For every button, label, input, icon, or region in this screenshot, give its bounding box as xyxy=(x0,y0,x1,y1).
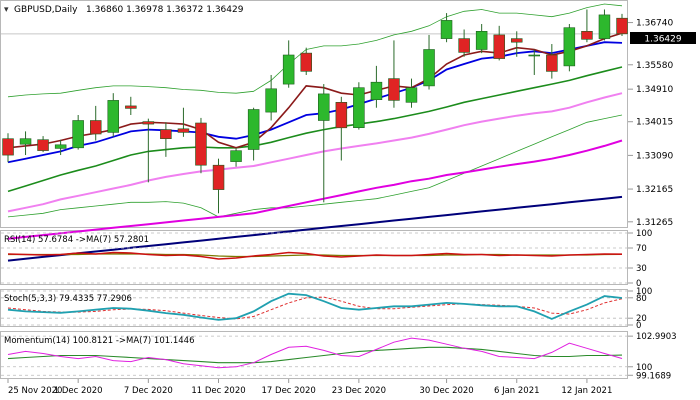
candle-bull xyxy=(317,93,330,121)
price-tick-label: 1.33090 xyxy=(636,151,673,161)
stoch-level-label: 20 xyxy=(636,314,647,324)
price-axis: 1.36740 1.35580 1.34910 1.34015 1.33090 1.321… xyxy=(628,19,673,228)
candle-bull xyxy=(19,138,32,145)
time-tick-label: 6 Jan 2021 xyxy=(494,386,540,396)
candle-bull xyxy=(54,144,67,149)
price-tick-label: 1.31265 xyxy=(636,218,673,228)
rsi-label: RSI(14) 57.6784 ->MA(7) 57.2801 xyxy=(4,235,149,245)
candle-bull xyxy=(440,20,453,39)
rsi-level-label: 30 xyxy=(636,264,647,274)
time-tick-label: 11 Dec 2020 xyxy=(191,386,245,396)
candle-bear xyxy=(195,122,207,166)
bb-upper-line xyxy=(7,3,623,98)
candle-bear xyxy=(125,105,137,109)
time-tick-label: 17 Dec 2020 xyxy=(262,386,316,396)
symbol-icon: ▾ xyxy=(4,5,9,15)
momentum-panel-frame xyxy=(0,331,628,379)
candle-bull xyxy=(72,120,84,149)
candle-bull xyxy=(370,81,383,100)
current-price-tag xyxy=(630,32,696,44)
candle-bull xyxy=(265,88,277,113)
candle-bull xyxy=(563,27,576,67)
time-tick-label: 30 Dec 2020 xyxy=(419,386,473,396)
candle-bear xyxy=(177,128,190,133)
sma-fast-line xyxy=(7,41,623,164)
stoch-label: Stoch(5,3,3) 79.4335 77.2906 xyxy=(4,294,132,304)
time-tick-label: 7 Dec 2020 xyxy=(124,386,173,396)
candle-bull xyxy=(230,150,242,162)
rsi-panel-frame xyxy=(0,230,628,285)
candle-bear xyxy=(37,139,49,151)
price-tick-label: 1.35580 xyxy=(636,61,673,71)
momentum-label: Momentum(14) 100.8121 ->MA(7) 101.1446 xyxy=(4,336,194,346)
momentum-line xyxy=(7,337,623,369)
candle-bear xyxy=(300,52,312,72)
candle-bear xyxy=(2,138,14,156)
candle-bear xyxy=(90,120,102,135)
stoch-level-label: 100 xyxy=(636,287,652,297)
momentum-ma-line xyxy=(7,346,623,364)
time-tick-label: 23 Dec 2020 xyxy=(332,386,386,396)
rsi-level-label: 70 xyxy=(636,244,647,254)
sma-pink-line xyxy=(7,92,623,213)
candle-bull xyxy=(475,30,488,50)
rsi-level-label: 100 xyxy=(636,229,652,239)
time-tick-label: 25 Nov 2020 xyxy=(8,386,62,396)
time-tick-label: 1 Dec 2020 xyxy=(54,386,103,396)
candle-bear xyxy=(335,102,348,129)
sma-green-line xyxy=(7,66,623,193)
ohlc-label: 1.36860 1.36978 1.36372 1.36429 xyxy=(86,5,244,15)
mom-level-label: 99.1689 xyxy=(636,371,671,381)
candle-bear xyxy=(546,54,558,72)
moving-averages xyxy=(7,3,623,262)
mom-level-label: 100 xyxy=(636,363,652,373)
price-tick-label: 1.36740 xyxy=(636,19,673,29)
candle-bear xyxy=(581,30,593,40)
current-price-value: 1.36429 xyxy=(644,35,681,45)
mom-level-label: 102.9903 xyxy=(636,332,677,342)
candle-bear xyxy=(212,164,225,190)
rsi-series: 100 70 30 0 xyxy=(1,229,652,289)
stoch-k-line xyxy=(7,292,623,321)
candle-bull xyxy=(598,14,611,39)
price-tick-label: 1.34015 xyxy=(636,118,673,128)
price-tick-label: 1.34910 xyxy=(636,85,673,95)
time-tick-label: 12 Jan 2021 xyxy=(561,386,612,396)
symbol-label: GBPUSD,Daily xyxy=(14,5,78,15)
candle-bull xyxy=(353,87,365,128)
rsi-level-label: 0 xyxy=(636,279,641,289)
rsi-line xyxy=(7,251,623,260)
candle-bull xyxy=(107,100,120,133)
candle-bear xyxy=(388,78,400,101)
candle-bull xyxy=(247,109,260,150)
candles xyxy=(2,9,628,214)
candle-bull xyxy=(282,54,295,85)
candle-bear xyxy=(510,38,523,43)
stoch-level-label: 0 xyxy=(636,321,641,331)
candle-bull xyxy=(423,49,435,87)
candle-bear xyxy=(616,17,628,35)
sma-magenta-line xyxy=(7,139,623,240)
candle-bull xyxy=(528,54,540,57)
price-tick-label: 1.32165 xyxy=(636,185,673,195)
sma-navy-line xyxy=(7,195,623,262)
candle-bear xyxy=(160,129,172,140)
stoch-level-label: 80 xyxy=(636,294,647,304)
candle-bear xyxy=(493,34,505,59)
candle-bull xyxy=(405,87,418,103)
candle-bear xyxy=(142,121,155,125)
bb-lower-line xyxy=(7,114,623,218)
candle-bear xyxy=(458,38,470,53)
